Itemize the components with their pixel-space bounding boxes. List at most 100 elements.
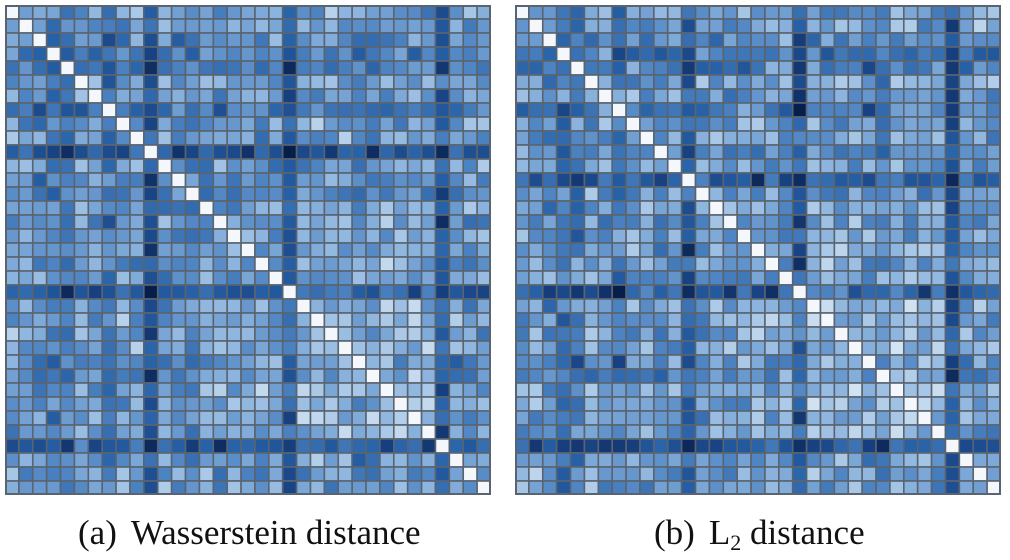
heatmap-cell <box>736 5 752 20</box>
heatmap-cell <box>764 424 780 440</box>
heatmap-cell <box>268 424 284 440</box>
heatmap-cell <box>59 256 76 272</box>
heatmap-cell <box>462 46 478 62</box>
heatmap-cell <box>18 102 34 118</box>
heatmap-cell <box>583 60 600 76</box>
heatmap-cell <box>569 354 586 370</box>
heatmap-cell <box>254 480 270 495</box>
heatmap-cell <box>434 438 451 454</box>
heatmap-cell <box>916 172 933 188</box>
heatmap-cell <box>462 172 478 188</box>
heatmap-cell <box>847 214 863 230</box>
heatmap-cell <box>666 242 683 258</box>
heatmap-cell <box>694 326 711 342</box>
heatmap-cell <box>143 88 159 104</box>
heatmap-cell <box>87 480 104 495</box>
heatmap-cell <box>212 466 228 482</box>
heatmap-cell <box>666 438 683 454</box>
heatmap-cell <box>569 88 586 104</box>
heatmap-cell <box>309 256 326 272</box>
heatmap-cell <box>666 18 683 34</box>
heatmap-cell <box>791 74 808 90</box>
heatmap-cell <box>129 452 145 468</box>
heatmap-cell <box>462 396 478 412</box>
heatmap-cell <box>611 74 627 90</box>
heatmap-cell <box>31 74 48 90</box>
heatmap-cell <box>944 438 961 454</box>
heatmap-cell <box>365 186 381 202</box>
heatmap-cell <box>337 354 353 370</box>
heatmap-cell <box>680 438 697 454</box>
heatmap-cell <box>323 5 340 20</box>
heatmap-cell <box>750 466 766 482</box>
heatmap-cell <box>351 382 367 398</box>
heatmap-cell <box>295 452 312 468</box>
heatmap-cell <box>309 144 326 160</box>
heatmap-cell <box>819 46 836 62</box>
heatmap-cell <box>129 102 145 118</box>
heatmap-cell <box>597 452 614 468</box>
heatmap-cell <box>875 88 891 104</box>
heatmap-cell <box>254 144 270 160</box>
heatmap-cell <box>351 74 367 90</box>
heatmap-cell <box>170 74 187 90</box>
heatmap-cell <box>379 438 395 454</box>
heatmap-cell <box>875 298 891 314</box>
heatmap-cell <box>59 102 76 118</box>
heatmap-cell <box>31 172 48 188</box>
heatmap-cell <box>972 158 988 174</box>
heatmap-cell <box>212 186 228 202</box>
heatmap-cell <box>184 102 201 118</box>
heatmap-cell <box>819 340 836 356</box>
heatmap-cell <box>833 242 850 258</box>
heatmap-cell <box>45 200 62 216</box>
heatmap-cell <box>847 270 863 286</box>
heatmap-cell <box>434 88 451 104</box>
heatmap-cell <box>129 5 145 20</box>
heatmap-cell <box>45 396 62 412</box>
heatmap-cell <box>365 158 381 174</box>
heatmap-cell <box>569 46 586 62</box>
heatmap-cell <box>170 312 187 328</box>
heatmap-cell <box>944 74 961 90</box>
heatmap-cell <box>143 270 159 286</box>
heatmap-cell <box>170 284 187 300</box>
heatmap-cell <box>930 368 947 384</box>
heatmap-cell <box>666 144 683 160</box>
heatmap-cell <box>736 172 752 188</box>
heatmap-cell <box>170 438 187 454</box>
heatmap-cell <box>986 242 1001 258</box>
heatmap-cell <box>916 410 933 426</box>
heatmap-cell <box>666 130 683 146</box>
heatmap-cell <box>861 46 877 62</box>
heatmap-cell <box>323 242 340 258</box>
heatmap-cell <box>420 326 437 342</box>
heatmap-cell <box>708 438 725 454</box>
heatmap-cell <box>515 186 530 202</box>
heatmap-cell <box>972 312 988 328</box>
heatmap-cell <box>462 158 478 174</box>
heatmap-cell <box>295 200 312 216</box>
heatmap-cell <box>101 452 117 468</box>
heatmap-cell <box>73 60 90 76</box>
heatmap-cell <box>5 312 20 328</box>
heatmap-cell <box>653 368 669 384</box>
heatmap-cell <box>722 382 738 398</box>
heatmap-cell <box>170 326 187 342</box>
heatmap-cell <box>392 46 409 62</box>
heatmap-cell <box>392 214 409 230</box>
heatmap-cell <box>73 5 90 20</box>
heatmap-cell <box>653 326 669 342</box>
heatmap-cell <box>129 186 145 202</box>
heatmap-cell <box>916 228 933 244</box>
heatmap-cell <box>476 116 491 132</box>
heatmap-cell <box>680 74 697 90</box>
heatmap-cell <box>916 242 933 258</box>
heatmap-cell <box>569 144 586 160</box>
heatmap-cell <box>351 214 367 230</box>
heatmap-cell <box>708 144 725 160</box>
heatmap-cell <box>805 130 822 146</box>
heatmap-cell <box>45 382 62 398</box>
heatmap-cell <box>555 214 572 230</box>
heatmap-cell <box>323 354 340 370</box>
